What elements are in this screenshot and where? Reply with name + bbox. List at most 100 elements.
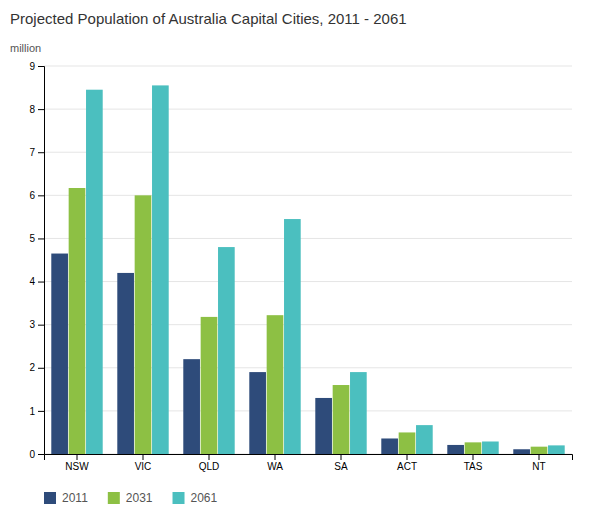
y-tick: 5 [29,233,44,244]
grid-line [44,195,572,196]
legend-item: 2031 [108,491,153,505]
tick-label: WA [267,461,283,472]
bar [135,195,152,454]
x-tick: VIC [135,454,152,472]
tick-mark [38,238,44,239]
y-tick: 6 [29,190,44,201]
bar [531,447,548,454]
bar [447,445,464,454]
tick-label: 1 [29,406,35,417]
y-tick: 1 [29,406,44,417]
chart-svg: Projected Population of Australia Capita… [0,0,592,526]
bar [51,254,68,454]
x-axis: NSW VIC QLD WA SA ACT TAS NT [45,454,573,472]
bar [117,273,134,454]
tick-label: 3 [29,319,35,330]
y-tick: 2 [29,362,44,373]
y-tick: 8 [29,104,44,115]
tick-mark [38,368,44,369]
bar [267,315,284,454]
tick-label: QLD [199,461,220,472]
bar [284,219,301,454]
tick-label: TAS [464,461,483,472]
grid-line [44,152,572,153]
y-axis-label: million [10,42,41,54]
grid [44,66,572,454]
legend-label: 2061 [191,491,218,505]
grid-line [44,109,572,110]
y-tick: 0 [29,449,44,460]
legend-swatch [173,492,185,504]
x-tick: NSW [65,454,89,472]
bar [333,385,350,454]
tick-mark [38,152,44,153]
bar [381,438,398,454]
legend-swatch [44,492,56,504]
tick-label: 4 [29,276,35,287]
x-tick: SA [334,454,348,472]
tick-mark [143,454,144,460]
tick-label: 6 [29,190,35,201]
title: Projected Population of Australia Capita… [10,10,407,27]
x-tick: TAS [464,454,483,472]
tick-label: ACT [397,461,417,472]
grid-line [44,238,572,239]
tick-label: NSW [65,461,89,472]
bar [548,445,565,454]
bar [350,372,367,454]
tick-label: NT [532,461,545,472]
tick-mark [77,454,78,460]
x-tick: QLD [199,454,220,472]
y-axis: 0 1 2 3 4 5 6 7 8 9 [29,61,44,460]
tick-label: VIC [135,461,152,472]
legend-label: 2011 [62,491,88,505]
tick-mark [38,454,44,455]
bar-series [86,85,565,454]
bar [513,449,530,454]
tick-label: 9 [29,61,35,72]
x-tick: WA [267,454,283,472]
bar [465,442,482,454]
tick-mark [275,454,276,460]
tick-mark [38,282,44,283]
bars [51,85,564,454]
y-tick: 4 [29,276,44,287]
legend: 2011 2031 2061 [44,491,218,505]
tick-mark [539,454,540,460]
x-tick: NT [532,454,545,472]
tick-label: 7 [29,147,35,158]
bar [399,432,416,454]
tick-mark [38,411,44,412]
tick-mark [38,325,44,326]
legend-label: 2031 [126,491,153,505]
plot-area: 0 1 2 3 4 5 6 7 8 9 NSW VIC QLD WA SA ACT TAS NT [29,61,572,472]
grid-line [44,66,572,67]
y-tick: 7 [29,147,44,158]
bar [416,425,433,454]
tick-mark [407,454,408,460]
tick-label: 8 [29,104,35,115]
legend-item: 2011 [44,491,88,505]
tick-mark [38,109,44,110]
tick-mark [209,454,210,460]
tick-label: 0 [29,449,35,460]
bar [218,247,235,454]
x-tick: ACT [397,454,417,472]
bar [482,441,499,454]
tick-mark [38,195,44,196]
legend-swatch [108,492,120,504]
y-tick: 3 [29,319,44,330]
tick-mark [473,454,474,460]
axis-line [45,455,573,461]
bar [315,398,332,454]
tick-mark [341,454,342,460]
legend-item: 2061 [173,491,218,505]
bar [183,359,200,454]
bar-series [69,188,548,454]
bar [201,317,218,454]
tick-label: 2 [29,362,35,373]
tick-label: 5 [29,233,35,244]
y-tick: 9 [29,61,44,72]
bar [152,85,169,454]
bar [249,372,266,454]
